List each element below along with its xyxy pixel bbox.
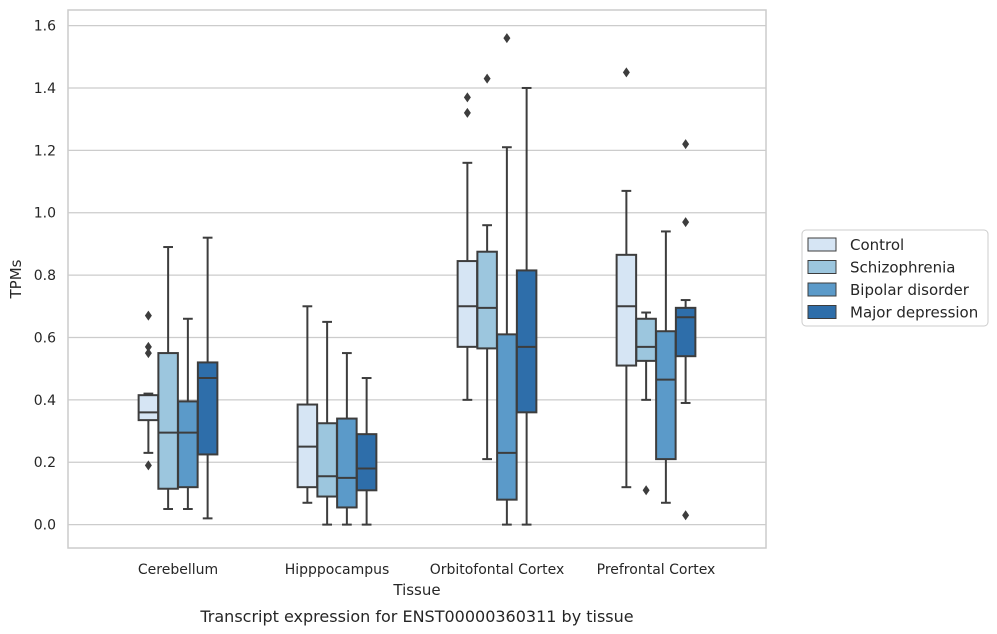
y-tick-label: 1.4: [34, 81, 56, 97]
box: [635, 317, 657, 362]
legend: Control Schizophrenia Bipolar disorder Majo…: [801, 229, 989, 327]
x-axis-ticks: Cerebellum Hipppocampus Orbitofontal Corte…: [138, 562, 715, 578]
box: [177, 400, 199, 489]
legend-label: Schizophrenia: [850, 259, 955, 277]
x-axis-label: Tissue: [392, 581, 440, 599]
outlier-point: [483, 73, 491, 84]
box: [655, 330, 677, 461]
x-tick-label: Cerebellum: [138, 562, 218, 578]
gridlines: [68, 24, 766, 526]
y-tick-label: 0.6: [34, 330, 56, 346]
outlier-point: [682, 217, 690, 228]
box: [496, 333, 518, 501]
box: [615, 253, 638, 367]
outlier-point: [642, 485, 650, 496]
legend-swatch: [807, 237, 837, 252]
x-tick-label: Hipppocampus: [285, 562, 390, 578]
legend-label: Control: [850, 236, 904, 254]
y-tick-label: 0.8: [34, 268, 56, 284]
chart-caption: Transcript expression for ENST0000036031…: [199, 607, 633, 626]
legend-label: Major depression: [850, 304, 978, 322]
legend-swatch: [807, 305, 837, 319]
legend-swatch: [807, 260, 837, 274]
outlier-point: [144, 348, 152, 359]
y-tick-label: 1.0: [34, 206, 56, 222]
legend-label: Bipolar disorder: [850, 281, 970, 299]
box: [157, 352, 179, 490]
outlier-point: [144, 310, 152, 321]
box: [196, 361, 219, 456]
box: [674, 306, 697, 358]
box: [476, 250, 498, 350]
x-tick-label: Orbitofontal Cortex: [430, 562, 565, 578]
y-axis-label: TPMs: [7, 259, 25, 299]
outlier-point: [503, 33, 511, 44]
box: [316, 422, 338, 498]
box: [355, 433, 378, 492]
series-bipolar-disorder: [177, 33, 677, 526]
box: [456, 260, 479, 348]
outlier-point: [622, 67, 630, 78]
outlier-point: [463, 107, 471, 118]
y-tick-label: 1.6: [34, 19, 56, 35]
outlier-point: [682, 510, 690, 521]
outlier-point: [144, 460, 152, 471]
outlier-point: [144, 341, 152, 352]
y-tick-label: 0.4: [34, 393, 56, 409]
box-series: [137, 33, 697, 526]
series-control: [137, 67, 638, 504]
y-axis-ticks: 0.0 0.2 0.4 0.6 0.8 1.0 1.2 1.4 1.6: [34, 19, 56, 534]
outlier-point: [463, 92, 471, 103]
legend-swatch: [807, 282, 837, 297]
y-tick-label: 1.2: [34, 143, 56, 159]
y-tick-label: 0.2: [34, 455, 56, 471]
legend-frame: [801, 229, 989, 327]
x-tick-label: Prefrontal Cortex: [597, 562, 716, 578]
box: [137, 394, 160, 422]
box: [336, 417, 358, 509]
series-major-depression: [196, 86, 697, 526]
outlier-point: [682, 139, 690, 150]
plot-area-frame: [67, 9, 767, 549]
y-tick-label: 0.0: [34, 518, 56, 534]
box: [515, 269, 538, 414]
series-schizophrenia: [157, 73, 657, 526]
